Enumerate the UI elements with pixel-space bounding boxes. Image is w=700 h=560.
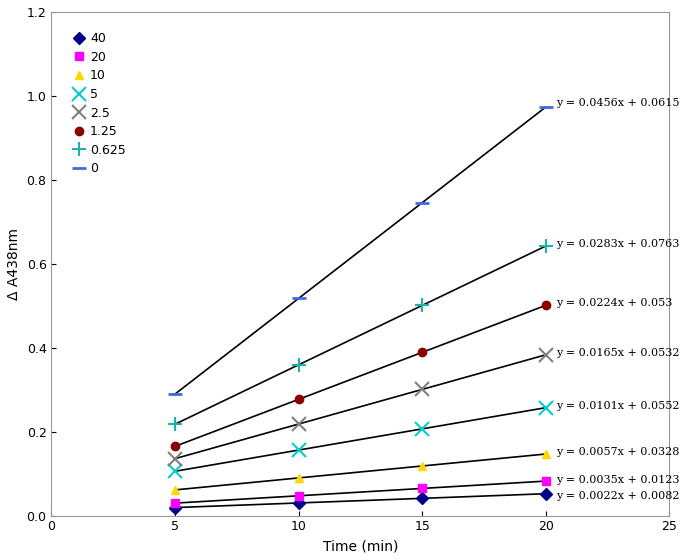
1.25 bbox=[542, 302, 550, 309]
40 bbox=[295, 500, 303, 506]
Text: y = 0.0101x + 0.0552: y = 0.0101x + 0.0552 bbox=[556, 400, 679, 410]
0 bbox=[542, 104, 550, 110]
X-axis label: Time (min): Time (min) bbox=[323, 539, 398, 553]
Line: 10: 10 bbox=[171, 450, 550, 494]
Legend: 40, 20, 10, 5, 2.5, 1.25, 0.625, 0: 40, 20, 10, 5, 2.5, 1.25, 0.625, 0 bbox=[70, 28, 130, 179]
10 bbox=[542, 451, 550, 458]
5 bbox=[295, 447, 303, 454]
40 bbox=[542, 491, 550, 497]
0.625 bbox=[542, 242, 550, 249]
20 bbox=[171, 500, 179, 506]
40 bbox=[418, 495, 426, 502]
0.625 bbox=[295, 361, 303, 368]
5 bbox=[542, 404, 550, 411]
0.625 bbox=[418, 302, 426, 309]
10 bbox=[295, 474, 303, 481]
2.5 bbox=[171, 455, 179, 462]
20 bbox=[418, 485, 426, 492]
0 bbox=[295, 295, 303, 302]
5 bbox=[171, 468, 179, 475]
Line: 2.5: 2.5 bbox=[168, 348, 553, 465]
Y-axis label: Δ A438nm: Δ A438nm bbox=[7, 228, 21, 300]
10 bbox=[418, 463, 426, 469]
40 bbox=[171, 504, 179, 511]
0.625 bbox=[171, 421, 179, 428]
Text: y = 0.0035x + 0.0123: y = 0.0035x + 0.0123 bbox=[556, 475, 679, 485]
Text: y = 0.0022x + 0.0082: y = 0.0022x + 0.0082 bbox=[556, 491, 679, 501]
2.5 bbox=[295, 421, 303, 427]
Line: 0.625: 0.625 bbox=[168, 239, 553, 431]
Line: 0: 0 bbox=[168, 100, 553, 401]
Line: 40: 40 bbox=[171, 489, 550, 512]
Text: y = 0.0224x + 0.053: y = 0.0224x + 0.053 bbox=[556, 298, 672, 308]
Line: 5: 5 bbox=[168, 401, 553, 478]
2.5 bbox=[418, 386, 426, 393]
Line: 1.25: 1.25 bbox=[171, 301, 550, 451]
0 bbox=[418, 199, 426, 206]
2.5 bbox=[542, 352, 550, 358]
Text: y = 0.0456x + 0.0615: y = 0.0456x + 0.0615 bbox=[556, 98, 679, 108]
20 bbox=[295, 492, 303, 499]
Line: 20: 20 bbox=[171, 477, 550, 507]
20 bbox=[542, 478, 550, 484]
1.25 bbox=[418, 349, 426, 356]
Text: y = 0.0165x + 0.0532: y = 0.0165x + 0.0532 bbox=[556, 348, 679, 358]
Text: y = 0.0057x + 0.0328: y = 0.0057x + 0.0328 bbox=[556, 447, 679, 457]
1.25 bbox=[295, 396, 303, 403]
5 bbox=[418, 426, 426, 432]
1.25 bbox=[171, 443, 179, 450]
0 bbox=[171, 391, 179, 398]
10 bbox=[171, 487, 179, 493]
Text: y = 0.0283x + 0.0763: y = 0.0283x + 0.0763 bbox=[556, 239, 679, 249]
